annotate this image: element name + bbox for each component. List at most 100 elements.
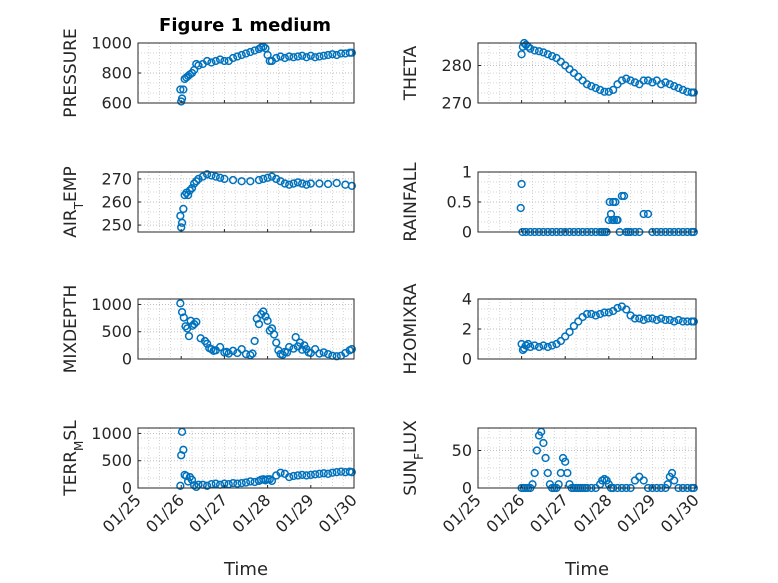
data-point <box>179 204 188 214</box>
data-point <box>267 172 277 181</box>
data-point <box>670 476 679 485</box>
y-tick-label: 2 <box>462 320 472 339</box>
data-point <box>674 83 683 93</box>
data-point <box>609 215 619 225</box>
data-point <box>254 319 264 329</box>
data-point <box>267 476 277 486</box>
x-tick-label: 01/28 <box>228 490 274 536</box>
x-tick-label: 01/27 <box>185 490 231 536</box>
data-point <box>228 478 238 488</box>
data-point <box>556 336 565 346</box>
data-point <box>563 468 572 478</box>
data-point <box>667 468 677 478</box>
data-point <box>246 177 255 186</box>
data-point <box>347 48 356 57</box>
data-point <box>630 78 640 87</box>
data-point <box>272 338 281 347</box>
data-point <box>246 47 255 57</box>
data-point <box>600 87 609 96</box>
data-point <box>530 341 539 350</box>
y-tick-label: 260 <box>101 193 132 212</box>
data-point <box>211 56 220 66</box>
data-point <box>332 50 341 60</box>
data-point <box>220 56 229 66</box>
data-point <box>285 52 294 61</box>
data-point <box>302 53 311 62</box>
data-point <box>228 175 238 185</box>
data-point <box>315 52 324 61</box>
data-point <box>237 50 246 60</box>
data-point <box>265 475 274 484</box>
x-tick-label: 01/29 <box>613 490 659 536</box>
subplot-terr-msl: 0500100001/2501/2601/2701/2801/2901/30TE… <box>61 420 361 580</box>
data-point <box>609 85 618 95</box>
data-point <box>565 327 574 337</box>
y-tick-label: 270 <box>441 94 472 113</box>
data-point <box>176 481 185 490</box>
data-point <box>530 46 539 55</box>
data-point <box>198 172 207 181</box>
y-tick-label: 250 <box>101 216 132 235</box>
x-tick-label: 01/30 <box>315 490 361 536</box>
data-point <box>670 81 679 91</box>
data-point <box>543 468 552 478</box>
data-point <box>254 175 264 185</box>
data-point <box>626 76 635 85</box>
data-point <box>302 471 311 480</box>
data-point <box>639 76 648 85</box>
data-point <box>237 345 246 354</box>
data-point <box>600 308 609 317</box>
y-tick-label: 500 <box>101 451 132 470</box>
data-point <box>582 309 592 319</box>
data-point <box>347 468 356 477</box>
data-point <box>689 88 698 97</box>
data-point <box>298 51 307 60</box>
data-point <box>228 53 238 63</box>
data-point <box>587 309 596 319</box>
data-point <box>319 51 328 60</box>
data-point <box>261 312 270 321</box>
data-point <box>617 76 627 85</box>
data-point <box>176 299 185 308</box>
data-point <box>648 314 657 323</box>
data-point <box>185 186 194 195</box>
data-point <box>328 50 337 59</box>
data-point <box>336 467 346 476</box>
data-point <box>622 74 631 83</box>
data-point <box>202 339 212 348</box>
data-point <box>194 174 203 184</box>
data-point <box>332 178 341 188</box>
y-tick-label: 50 <box>452 441 472 460</box>
data-point <box>613 215 622 225</box>
y-axis-label: MIXDEPTH <box>61 285 81 374</box>
data-point <box>215 173 225 182</box>
figure-title: Figure 1 medium <box>159 15 331 36</box>
data-point <box>192 317 201 327</box>
data-point <box>547 341 557 350</box>
data-point <box>315 349 324 358</box>
data-point <box>202 481 212 490</box>
data-point <box>323 349 333 359</box>
data-point <box>215 342 225 352</box>
data-point <box>269 330 279 339</box>
y-tick-label: 800 <box>101 64 132 83</box>
data-point <box>347 181 356 191</box>
axes-frame <box>477 427 697 489</box>
data-point <box>561 457 570 466</box>
data-point <box>595 309 605 319</box>
data-point <box>674 315 683 325</box>
data-point <box>177 307 187 317</box>
data-point <box>310 53 320 62</box>
x-tick-label: 01/28 <box>570 490 616 536</box>
data-point <box>310 345 320 354</box>
data-point <box>211 479 220 488</box>
data-point <box>179 85 188 94</box>
data-point <box>569 321 579 331</box>
axes-frame <box>137 298 355 360</box>
data-point <box>635 314 644 323</box>
y-tick-label: 0 <box>462 479 472 498</box>
y-tick-label: 0 <box>462 223 472 242</box>
data-point <box>194 61 203 70</box>
axes-frame <box>137 427 355 489</box>
data-point <box>202 170 212 179</box>
